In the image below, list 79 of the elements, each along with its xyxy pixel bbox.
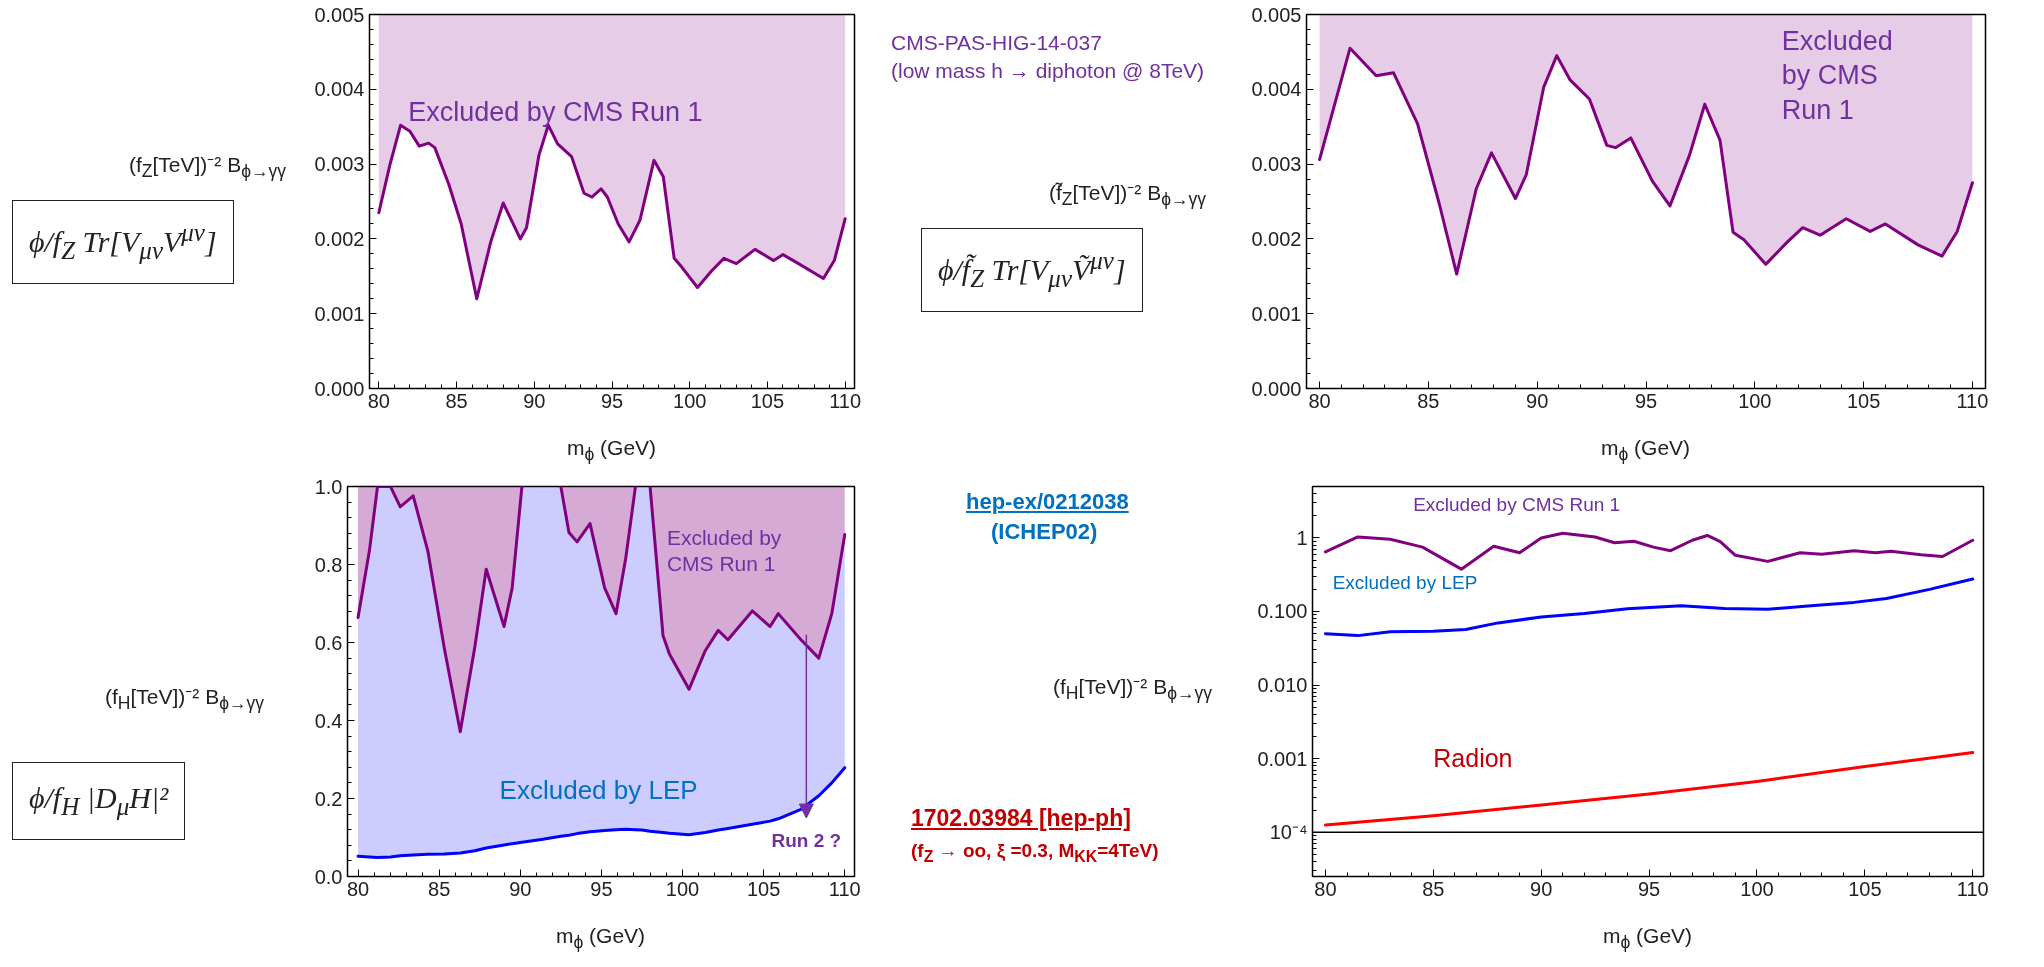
x-tick-label: 85 — [1422, 877, 1445, 900]
y-axis-title: (f$_{H}$[TeV])⁻² B$_{ϕ→γγ}$ — [105, 684, 264, 716]
text: ϕ/f$_{Z}$ Tr[V$_{μν}$V$^{μν}$] — [12, 200, 234, 284]
x-tick-label: 105 — [750, 389, 785, 412]
text: CMS-PAS-HIG-14-037 — [891, 30, 1102, 56]
x-tick-label: 100 — [665, 877, 700, 900]
x-tick-label: 95 — [590, 877, 613, 900]
annotation: Run 2 ? — [771, 829, 842, 851]
y-tick-label: 0.0 — [314, 865, 343, 888]
y-tick-label: 0.001 — [1257, 747, 1308, 770]
x-tick-label: 85 — [428, 877, 451, 900]
y-tick-label: 0.000 — [1251, 377, 1302, 400]
annotation: Excluded by LEP — [499, 775, 698, 806]
annotation: Radion — [1433, 743, 1513, 772]
x-tick-label: 100 — [1740, 877, 1774, 900]
y-axis-title: (f$_{Z}$[TeV])⁻² B$_{ϕ→γγ}$ — [128, 152, 286, 184]
x-tick-label: 90 — [1526, 389, 1549, 412]
y-tick-label: 0.6 — [314, 631, 343, 654]
y-tick-label: 0.003 — [1251, 153, 1302, 176]
y-tick-label: 0.004 — [1251, 78, 1302, 101]
y-tick-label: 0.100 — [1257, 600, 1308, 623]
y-tick-label: 0.001 — [314, 302, 365, 325]
line-series — [1323, 531, 1975, 571]
text: (ICHEP02) — [991, 518, 1098, 546]
x-tick-label: 90 — [509, 877, 532, 900]
x-tick-label: 80 — [1314, 877, 1337, 900]
annotation: Excluded by LEP — [1332, 572, 1478, 594]
x-tick-label: 90 — [523, 389, 546, 412]
x-tick-label: 80 — [1308, 389, 1331, 412]
y-tick-label: 0.005 — [1251, 3, 1302, 26]
x-tick-label: 110 — [829, 389, 862, 412]
x-tick-label: 95 — [600, 389, 624, 412]
y-tick-label: 0.001 — [1251, 302, 1302, 325]
x-axis-title: m$_{ϕ}$ (GeV) — [554, 923, 647, 955]
annotation: Excluded by CMS Run 1 — [1413, 494, 1621, 516]
y-tick-label: 0.010 — [1257, 674, 1308, 697]
annotation: Excluded by CMS Run 1 — [1781, 25, 1893, 125]
y-tick-label: 1.0 — [314, 475, 343, 498]
x-tick-label: 80 — [346, 877, 370, 900]
y-tick-label: 0.005 — [314, 3, 365, 26]
y-tick-label: 0.2 — [314, 787, 343, 810]
text: (low mass h → diphoton @ 8TeV) — [891, 58, 1205, 84]
x-tick-label: 95 — [1637, 877, 1661, 900]
x-tick-label: 110 — [1956, 389, 1989, 412]
x-tick-label: 95 — [1634, 389, 1658, 412]
line-series — [356, 766, 847, 859]
x-tick-label: 105 — [746, 877, 781, 900]
x-tick-label: 85 — [445, 389, 468, 412]
y-tick-label: 0.002 — [1251, 227, 1302, 250]
x-tick-label: 90 — [1530, 877, 1553, 900]
y-tick-label: 1 — [1296, 526, 1308, 549]
text: (f$_{Z}$ → oo, ξ =0.3, M$_{KK}$=4TeV) — [911, 839, 1159, 867]
x-axis-title: m$_{ϕ}$ (GeV) — [565, 435, 658, 467]
text: ϕ/f$_{H}$ |D$_{μ}$H|² — [12, 762, 186, 840]
x-tick-label: 85 — [1417, 389, 1440, 412]
y-tick-label: 0.4 — [314, 709, 343, 732]
x-axis-title: m$_{ϕ}$ (GeV) — [1601, 923, 1694, 955]
x-tick-label: 110 — [828, 877, 861, 900]
annotation: Excluded by CMS Run 1 — [666, 525, 782, 575]
x-tick-label: 105 — [1846, 389, 1881, 412]
x-tick-label: 100 — [673, 389, 707, 412]
y-tick-label: 0.004 — [314, 78, 365, 101]
y-tick-label: 0.000 — [314, 377, 365, 400]
y-axis-title: (f̃$_{Z}$[TeV])⁻² B$_{ϕ→γγ}$ — [1048, 180, 1206, 212]
y-tick-label: 0.003 — [314, 153, 365, 176]
y-tick-label: 0.8 — [314, 553, 343, 576]
y-tick-label: 0.002 — [314, 227, 365, 250]
text: ϕ/f̃$_{Z}$ Tr[V$_{μν}$Ṽ$^{μν}$] — [921, 228, 1143, 312]
annotation: Excluded by CMS Run 1 — [408, 96, 703, 127]
y-tick-label: 10⁻⁴ — [1269, 821, 1308, 844]
x-tick-label: 80 — [367, 389, 390, 412]
x-tick-label: 110 — [1956, 877, 1989, 900]
x-tick-label: 100 — [1738, 389, 1772, 412]
text: 1702.03984 [hep-ph] — [911, 804, 1131, 833]
line-series — [1323, 577, 1975, 638]
x-tick-label: 105 — [1848, 877, 1882, 900]
y-axis-title: (f$_{H}$[TeV])⁻² B$_{ϕ→γγ}$ — [1053, 674, 1212, 706]
x-axis-title: m$_{ϕ}$ (GeV) — [1599, 435, 1692, 467]
text: hep-ex/0212038 — [966, 488, 1129, 516]
